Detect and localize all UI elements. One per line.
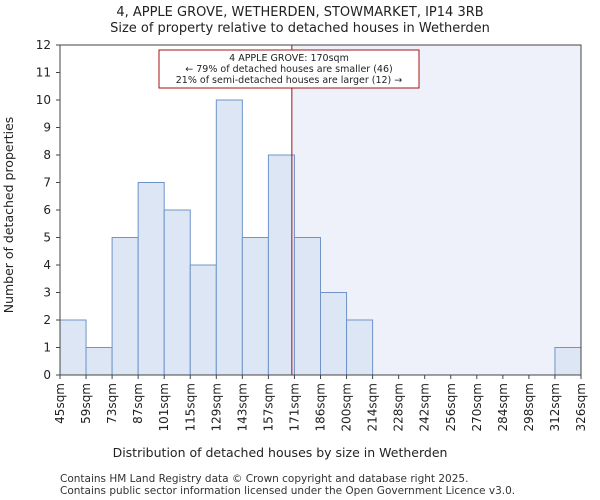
bar-186sqm [320,292,348,376]
x-tick-label: 200sqm [340,383,354,431]
y-tick-label: 12 [36,38,51,52]
footer-line-1: Contains HM Land Registry data © Crown c… [60,473,468,485]
bar-312sqm [554,347,582,376]
annotation-frame [158,49,420,89]
x-tick-label: 186sqm [314,383,328,431]
x-tick-label: 73sqm [105,383,119,424]
bar-129sqm [215,99,243,376]
x-tick-label: 59sqm [79,383,93,424]
chart-subtitle: Size of property relative to detached ho… [110,21,490,36]
x-tick-label: 143sqm [235,383,249,431]
x-tick-label: 214sqm [366,383,380,431]
bar-157sqm [267,154,295,376]
x-tick-label: 298sqm [522,383,536,431]
x-tick-label: 326sqm [574,383,588,431]
annotation-line-1: 4 APPLE GROVE: 170sqm [229,53,349,64]
bar-115sqm [189,264,217,376]
x-axis-label: Distribution of detached houses by size … [113,445,448,460]
y-tick-label: 6 [43,203,51,217]
bar-200sqm [346,319,374,376]
x-tick-label: 87sqm [131,383,145,424]
x-tick-label: 284sqm [496,383,510,431]
x-tick-label: 256sqm [444,383,458,431]
y-tick-label: 4 [43,258,51,272]
bar-45sqm [59,319,87,376]
y-tick-label: 9 [43,121,51,135]
bar-101sqm [163,209,191,376]
bar-59sqm [85,347,113,376]
x-tick-label: 45sqm [53,383,67,424]
x-tick-label: 171sqm [287,383,301,431]
x-tick-label: 129sqm [209,383,223,431]
y-tick-label: 3 [43,286,51,300]
y-tick-label: 11 [36,66,51,80]
x-tick-label: 242sqm [418,383,432,431]
x-tick-label: 270sqm [470,383,484,431]
x-tick-label: 157sqm [261,383,275,431]
bar-143sqm [241,237,269,376]
x-tick-label: 312sqm [548,383,562,431]
y-tick-label: 8 [43,148,51,162]
y-tick-label: 10 [36,93,51,107]
y-tick-label: 2 [43,313,51,327]
x-tick-label: 115sqm [183,383,197,431]
footer-line-2: Contains public sector information licen… [60,485,515,497]
bar-87sqm [137,182,165,376]
y-tick-label: 0 [43,368,51,382]
bar-73sqm [111,237,139,376]
y-tick-label: 7 [43,176,51,190]
bar-171sqm [293,237,322,376]
y-tick-label: 1 [43,341,51,355]
x-tick-label: 101sqm [157,383,171,431]
annotation-box: 4 APPLE GROVE: 170sqm ← 79% of detached … [158,49,420,89]
y-tick-label: 5 [43,231,51,245]
annotation-line-3: 21% of semi-detached houses are larger (… [176,75,403,86]
y-axis-label: Number of detached properties [1,117,16,314]
x-tick-label: 228sqm [392,383,406,431]
chart-title: 4, APPLE GROVE, WETHERDEN, STOWMARKET, I… [116,5,483,20]
annotation-line-2: ← 79% of detached houses are smaller (46… [185,64,392,75]
